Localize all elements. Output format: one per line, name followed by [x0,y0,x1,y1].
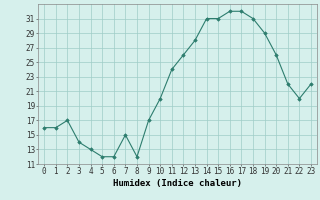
X-axis label: Humidex (Indice chaleur): Humidex (Indice chaleur) [113,179,242,188]
